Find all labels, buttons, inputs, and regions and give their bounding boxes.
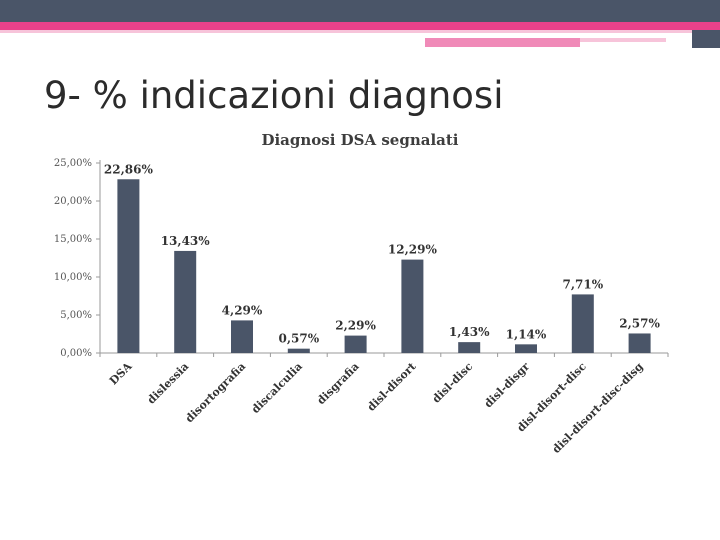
pink-accent-line [0,22,720,30]
data-label: 2,29% [335,319,376,333]
data-label: 13,43% [161,234,211,248]
bar [344,335,367,353]
bar [287,348,310,353]
bar [515,344,537,353]
bar [231,320,253,353]
data-label: 4,29% [222,303,263,317]
y-tick-label: 20,00% [54,196,92,207]
data-label: 0,57% [278,332,319,346]
top-decor-bar [0,0,720,22]
category-label: disortografia [183,360,248,425]
data-label: 12,29% [388,243,438,257]
data-label: 7,71% [562,277,603,291]
bar [401,259,424,353]
category-label: discalculia [249,360,305,416]
y-tick-label: 5,00% [60,310,92,321]
bar [628,333,651,353]
pink-accent-stub-light [580,38,666,42]
category-label: disgrafia [314,360,361,407]
category-label: disl-disort [365,359,419,413]
chart-data-labels: 22,86% 13,43% 4,29% 0,57% 2,29% 12,29% 1,43% 1,… [104,162,661,345]
bar [174,250,197,353]
category-label: disl-disc [430,360,476,406]
data-label: 1,14% [506,327,547,341]
data-label: 22,86% [104,162,154,176]
chart-bars [117,179,651,353]
pink-accent-line-light [0,30,692,33]
bar [117,179,140,353]
bar [458,342,481,353]
y-tick-label: 0,00% [60,348,92,359]
y-tick-label: 10,00% [54,272,92,283]
chart-title: Diagnosi DSA segnalati [261,131,458,149]
category-label: dislessia [145,360,192,407]
category-label: DSA [107,360,135,388]
bar [571,294,594,353]
y-tick-label: 25,00% [54,158,92,169]
slide-title: 9- % indicazioni diagnosi [44,74,504,117]
pink-accent-stub [425,38,580,47]
data-label: 1,43% [449,325,490,339]
category-label: disl-disgr [482,360,533,411]
y-tick-label: 15,00% [54,234,92,245]
data-label: 2,57% [619,316,660,330]
